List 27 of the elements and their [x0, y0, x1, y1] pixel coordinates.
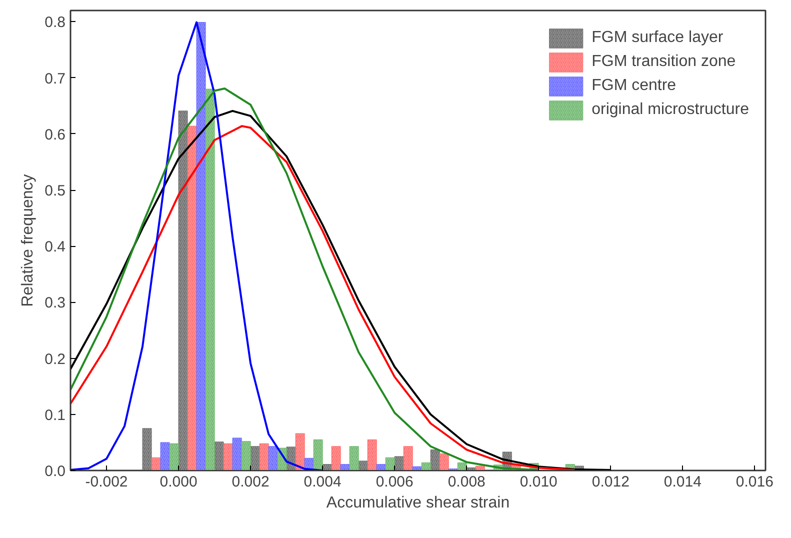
x-tick-label: 0.016 [736, 474, 774, 490]
x-tick-label: 0.014 [664, 474, 702, 490]
line-series [70, 21, 324, 470]
x-tick-label: 0.010 [520, 474, 558, 490]
x-tick-label: 0.006 [376, 474, 414, 490]
y-tick-label: 0.6 [44, 126, 66, 144]
legend-label: original microstructure [592, 101, 749, 119]
x-axis-title: Accumulative shear strain [326, 494, 510, 512]
y-tick-label: 0.5 [44, 182, 66, 200]
y-tick-label: 0.7 [44, 70, 66, 88]
legend-label: FGM centre [592, 77, 676, 95]
y-tick-label: 0.1 [44, 406, 66, 424]
y-tick-label: 0.0 [44, 463, 66, 480]
x-tick-label: 0.012 [592, 474, 630, 490]
y-tick-label: 0.3 [44, 294, 66, 312]
legend-label: FGM surface layer [592, 29, 724, 47]
legend-label: FGM transition zone [592, 53, 736, 71]
y-tick-label: 0.2 [44, 350, 66, 368]
x-tick-label: 0.000 [160, 474, 198, 490]
y-tick-label: 0.8 [44, 14, 66, 32]
x-tick-label: 0.008 [448, 474, 486, 490]
line-series [70, 87, 540, 470]
x-tick-label: 0.004 [304, 474, 342, 490]
y-axis-title: Relative frequency [20, 174, 37, 307]
y-tick-label: 0.4 [44, 238, 66, 256]
x-tick-label: -0.002 [85, 474, 128, 490]
x-tick-label: 0.002 [232, 474, 270, 490]
